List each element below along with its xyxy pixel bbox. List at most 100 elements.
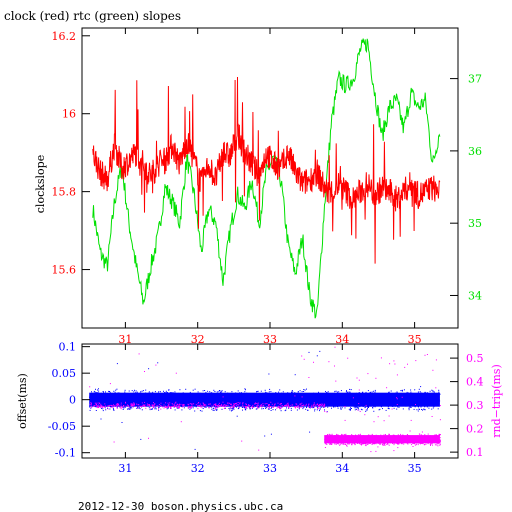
roundtrip-point	[354, 441, 356, 443]
roundtrip-point	[426, 354, 428, 355]
offset-point	[147, 393, 149, 395]
offset-point	[359, 406, 361, 408]
offset-point	[425, 397, 427, 399]
offset-point	[423, 408, 425, 410]
roundtrip-point	[367, 437, 369, 438]
offset-point	[216, 401, 218, 403]
roundtrip-point	[415, 441, 417, 443]
offset-point	[211, 398, 213, 400]
offset-point	[187, 402, 189, 404]
offset-point	[104, 393, 106, 395]
offset-point	[368, 406, 370, 408]
offset-point	[178, 392, 180, 394]
roundtrip-point	[367, 373, 369, 375]
offset-point	[111, 395, 112, 397]
roundtrip-point	[308, 403, 310, 405]
offset-point	[321, 397, 323, 399]
roundtrip-point	[389, 438, 391, 439]
offset-point	[439, 393, 441, 395]
offset-point	[313, 392, 315, 394]
roundtrip-point	[155, 364, 157, 366]
offset-point	[285, 394, 287, 396]
roundtrip-point	[386, 439, 388, 441]
offset-point	[309, 395, 311, 397]
roundtrip-point	[424, 434, 426, 436]
offset-point	[350, 404, 352, 405]
offset-point	[399, 394, 401, 396]
offset-point	[402, 408, 404, 410]
roundtrip-point	[299, 404, 301, 406]
roundtrip-point	[410, 435, 412, 437]
roundtrip-point	[368, 437, 369, 439]
offset-point	[360, 408, 362, 410]
offset-point	[344, 402, 345, 404]
offset-point	[408, 409, 410, 411]
offset-point	[432, 399, 434, 401]
roundtrip-point	[190, 407, 191, 409]
roundtrip-point	[99, 406, 101, 408]
roundtrip-point	[413, 437, 415, 439]
offset-point	[97, 399, 99, 401]
roundtrip-point	[107, 405, 109, 407]
roundtrip-point	[433, 437, 435, 439]
offset-point	[291, 400, 292, 402]
offset-point	[340, 390, 342, 392]
offset-point	[349, 396, 351, 398]
offset-point	[391, 403, 393, 405]
offset-point	[404, 404, 406, 406]
offset-point	[262, 408, 264, 410]
roundtrip-point	[411, 441, 413, 443]
roundtrip-point	[149, 404, 150, 406]
offset-point	[130, 406, 132, 408]
roundtrip-point	[288, 406, 289, 408]
offset-point	[294, 403, 296, 405]
offset-point	[407, 394, 409, 396]
top-panel: clockslope 31 32 33 34 3515.615.81616.234353…	[34, 27, 482, 346]
offset-point	[128, 401, 130, 403]
offset-point	[125, 395, 127, 397]
offset-point	[102, 408, 104, 410]
offset-point	[216, 403, 218, 405]
roundtrip-point	[370, 437, 372, 439]
roundtrip-point	[412, 437, 414, 439]
offset-point	[104, 396, 106, 398]
offset-point	[108, 395, 110, 397]
roundtrip-point	[222, 396, 224, 398]
roundtrip-point	[229, 407, 231, 409]
offset-point	[271, 399, 273, 400]
offset-point	[392, 405, 394, 407]
roundtrip-point	[338, 438, 339, 440]
roundtrip-point	[308, 377, 310, 378]
offset-point	[265, 395, 267, 397]
roundtrip-point	[349, 436, 351, 438]
offset-point	[277, 400, 279, 402]
offset-point	[171, 399, 173, 401]
offset-point	[349, 402, 351, 404]
roundtrip-point	[146, 403, 148, 405]
roundtrip-point	[408, 435, 410, 437]
offset-point	[367, 399, 369, 401]
roundtrip-point	[153, 405, 155, 407]
offset-point	[150, 403, 152, 405]
roundtrip-point	[111, 406, 112, 408]
roundtrip-point	[178, 406, 180, 408]
offset-point	[375, 397, 377, 399]
roundtrip-point	[378, 436, 380, 438]
roundtrip-point	[344, 434, 346, 436]
roundtrip-point	[337, 437, 339, 439]
offset-point	[272, 395, 274, 397]
top-x-tick-label: 33	[263, 333, 277, 346]
offset-point	[317, 393, 319, 395]
offset-point	[363, 399, 364, 401]
offset-point	[95, 395, 97, 397]
offset-point	[189, 398, 191, 400]
roundtrip-point	[393, 444, 395, 446]
offset-point	[128, 407, 130, 409]
offset-point	[432, 390, 434, 392]
roundtrip-point	[300, 404, 302, 406]
offset-point	[203, 398, 205, 400]
offset-point	[242, 400, 244, 402]
bottom-x-tick-label: 34	[335, 462, 349, 475]
roundtrip-point	[402, 439, 404, 441]
offset-point	[389, 400, 391, 402]
